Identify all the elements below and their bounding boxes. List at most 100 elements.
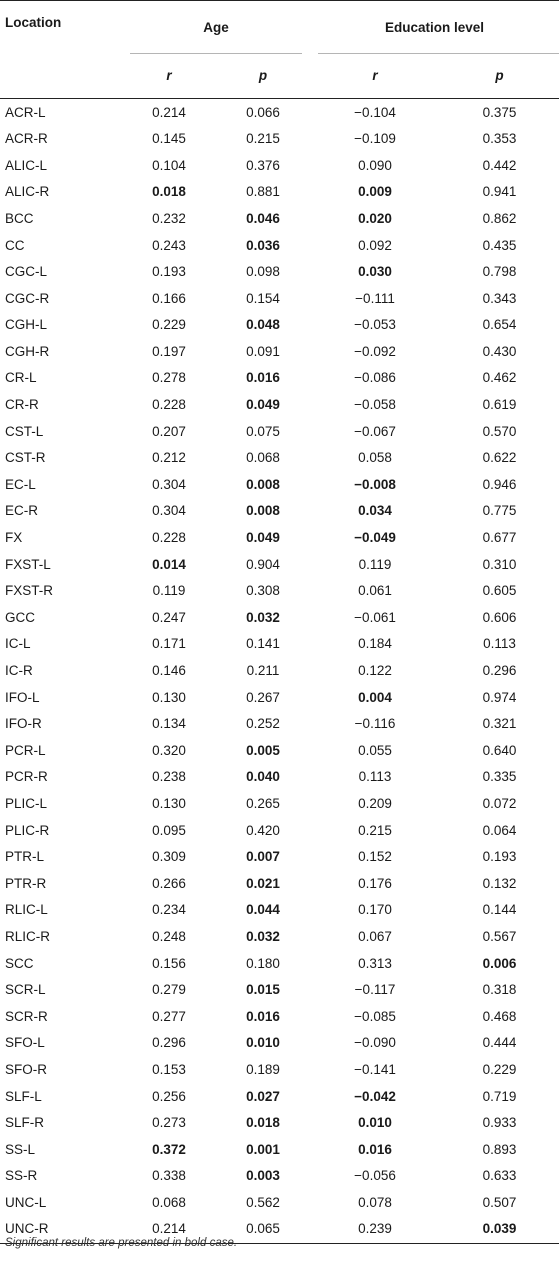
- cell-edu-p: 0.468: [482, 1008, 517, 1024]
- cell-edu-r: 0.122: [358, 663, 392, 679]
- header-age-group: Age: [122, 1, 310, 54]
- cell-edu-r: 0.113: [358, 769, 392, 785]
- table-row: SS-L 0.372 0.001 0.016 0.893: [0, 1136, 559, 1163]
- header-row-groups: Location Age Education level: [0, 1, 559, 54]
- cell-location: SCR-R: [5, 1008, 48, 1024]
- cell-edu-r: −0.109: [354, 131, 396, 147]
- cell-location: CC: [5, 237, 25, 253]
- cell-edu-p: 0.862: [482, 210, 517, 226]
- table-row: IC-L 0.171 0.141 0.184 0.113: [0, 631, 559, 658]
- table-row: CGC-L 0.193 0.098 0.030 0.798: [0, 259, 559, 286]
- cell-location: CGH-R: [5, 343, 50, 359]
- cell-age-p: 0.005: [246, 742, 280, 758]
- table-row: RLIC-L 0.234 0.044 0.170 0.144: [0, 897, 559, 924]
- cell-age-p: 0.068: [246, 450, 280, 466]
- cell-location: CR-L: [5, 370, 37, 386]
- table-row: SLF-R 0.273 0.018 0.010 0.933: [0, 1110, 559, 1137]
- cell-edu-r: 0.152: [358, 849, 392, 865]
- cell-age-p: 0.016: [246, 1008, 280, 1024]
- table-row: PTR-R 0.266 0.021 0.176 0.132: [0, 870, 559, 897]
- cell-age-r: 0.130: [152, 689, 186, 705]
- table-top-rule: [0, 0, 559, 1]
- cell-location: CGH-L: [5, 317, 48, 333]
- cell-age-p: 0.420: [246, 822, 280, 838]
- cell-age-r: 0.014: [152, 556, 186, 572]
- header-edu-p: p: [495, 68, 504, 84]
- cell-edu-r: 0.078: [358, 1194, 392, 1210]
- cell-edu-r: 0.119: [358, 556, 392, 572]
- table-row: IFO-L 0.130 0.267 0.004 0.974: [0, 684, 559, 711]
- cell-age-p: 0.881: [246, 184, 280, 200]
- table-row: SLF-L 0.256 0.027 −0.042 0.719: [0, 1083, 559, 1110]
- cell-age-p: 0.040: [246, 769, 280, 785]
- cell-age-r: 0.338: [152, 1168, 186, 1184]
- cell-edu-p: 0.633: [482, 1168, 517, 1184]
- cell-age-r: 0.266: [152, 875, 186, 891]
- cell-age-r: 0.304: [152, 503, 186, 519]
- table-row: IFO-R 0.134 0.252 −0.116 0.321: [0, 711, 559, 738]
- cell-location: CR-R: [5, 397, 39, 413]
- cell-age-p: 0.008: [246, 503, 280, 519]
- cell-edu-r: −0.104: [354, 104, 396, 120]
- cell-edu-r: −0.085: [354, 1008, 396, 1024]
- cell-location: PCR-R: [5, 769, 48, 785]
- cell-location: PTR-L: [5, 849, 45, 865]
- cell-edu-r: 0.058: [358, 450, 392, 466]
- cell-edu-r: 0.170: [358, 902, 392, 918]
- cell-edu-p: 0.567: [482, 928, 517, 944]
- cell-age-r: 0.238: [152, 769, 186, 785]
- cell-edu-r: 0.090: [358, 157, 392, 173]
- table-row: CR-L 0.278 0.016 −0.086 0.462: [0, 365, 559, 392]
- cell-location: CGC-R: [5, 290, 50, 306]
- cell-location: ACR-R: [5, 131, 48, 147]
- cell-location: PCR-L: [5, 742, 46, 758]
- cell-age-p: 0.008: [246, 476, 280, 492]
- cell-age-p: 0.066: [246, 104, 280, 120]
- cell-edu-r: 0.067: [358, 928, 392, 944]
- cell-edu-p: 0.946: [482, 476, 517, 492]
- cell-age-p: 0.308: [246, 583, 280, 599]
- table-row: CR-R 0.228 0.049 −0.058 0.619: [0, 392, 559, 419]
- table-row: UNC-L 0.068 0.562 0.078 0.507: [0, 1189, 559, 1216]
- cell-location: RLIC-R: [5, 928, 51, 944]
- cell-edu-r: −0.141: [354, 1061, 396, 1077]
- cell-location: FXST-R: [5, 583, 54, 599]
- cell-age-p: 0.036: [246, 237, 280, 253]
- cell-edu-p: 0.606: [482, 609, 517, 625]
- cell-age-r: 0.146: [152, 663, 186, 679]
- header-blank-cell: [0, 54, 122, 99]
- table-row: PCR-R 0.238 0.040 0.113 0.335: [0, 764, 559, 791]
- cell-location: EC-L: [5, 476, 36, 492]
- table-row: CGH-L 0.229 0.048 −0.053 0.654: [0, 312, 559, 339]
- cell-edu-p: 0.462: [482, 370, 517, 386]
- cell-edu-r: −0.049: [354, 530, 396, 546]
- cell-location: UNC-R: [0, 1215, 122, 1244]
- cell-edu-r: −0.092: [354, 343, 396, 359]
- cell-location: EC-R: [5, 503, 38, 519]
- cell-age-p: 0.032: [246, 609, 280, 625]
- header-row-stats: r p r p: [0, 54, 559, 99]
- cell-age-r: 0.279: [152, 982, 186, 998]
- cell-age-p: 0.044: [246, 902, 280, 918]
- table-row: UNC-R 0.214 0.065 0.239 0.039: [0, 1215, 559, 1244]
- table-row: CC 0.243 0.036 0.092 0.435: [0, 232, 559, 259]
- cell-age-r: 0.296: [152, 1035, 186, 1051]
- cell-edu-r: −0.008: [354, 476, 396, 492]
- cell-edu-p: 0.006: [482, 955, 517, 971]
- cell-edu-r: 0.016: [358, 1141, 392, 1157]
- cell-age-r: 0.228: [152, 397, 186, 413]
- table-row: RLIC-R 0.248 0.032 0.067 0.567: [0, 923, 559, 950]
- table-row: SS-R 0.338 0.003 −0.056 0.633: [0, 1163, 559, 1190]
- cell-age-r: 0.156: [152, 955, 186, 971]
- cell-location: ALIC-L: [5, 157, 48, 173]
- cell-age-r: 0.256: [152, 1088, 186, 1104]
- cell-edu-p: 0.444: [482, 1035, 517, 1051]
- cell-age-p: 0.376: [246, 157, 280, 173]
- table-row: EC-L 0.304 0.008 −0.008 0.946: [0, 471, 559, 498]
- cell-age-p: 0.180: [246, 955, 280, 971]
- cell-age-r: 0.145: [152, 131, 186, 147]
- table-body: ACR-L 0.214 0.066 −0.104 0.375 ACR-R 0.145 0.21…: [0, 99, 559, 1244]
- header-location: Location: [5, 15, 62, 30]
- cell-edu-p: 0.798: [482, 264, 517, 280]
- table-row: SCR-R 0.277 0.016 −0.085 0.468: [0, 1003, 559, 1030]
